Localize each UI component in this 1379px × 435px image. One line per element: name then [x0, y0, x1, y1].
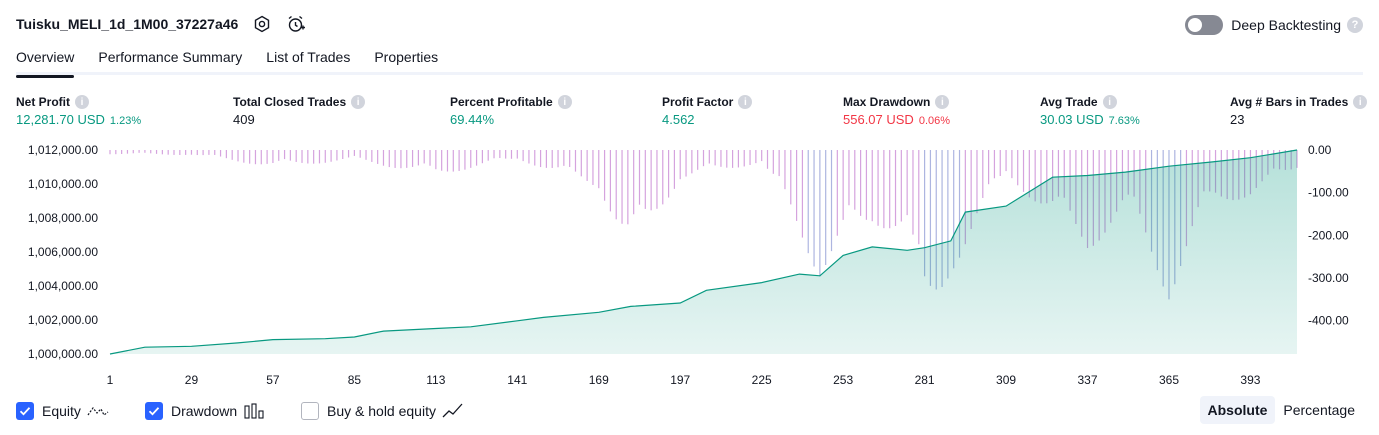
info-icon[interactable]: i: [738, 95, 753, 109]
drawdown-bars-icon: [244, 403, 264, 419]
y-right-tick-label: 0.00: [1308, 143, 1332, 157]
info-icon[interactable]: i: [1102, 95, 1117, 109]
x-tick-label: 29: [185, 373, 199, 387]
strategy-title: Tuisku_MELI_1d_1M00_37227a46: [16, 16, 239, 32]
scale-mode-switch: Absolute Percentage: [1199, 396, 1364, 424]
gear-icon[interactable]: [252, 14, 272, 34]
stat-value: 4.562: [662, 112, 695, 127]
y-right-tick-label: -400.00: [1308, 314, 1349, 328]
x-tick-label: 141: [507, 373, 527, 387]
tab-list-of-trades[interactable]: List of Trades: [266, 49, 351, 65]
y-left-tick-label: 1,010,000.00: [28, 177, 98, 191]
x-tick-label: 113: [426, 373, 445, 387]
x-tick-label: 57: [266, 373, 280, 387]
x-tick-label: 253: [833, 373, 853, 387]
x-tick-label: 393: [1240, 373, 1260, 387]
x-tick-label: 337: [1078, 373, 1098, 387]
x-tick-label: 281: [915, 373, 935, 387]
x-tick-label: 225: [752, 373, 772, 387]
percentage-button[interactable]: Percentage: [1283, 402, 1355, 418]
equity-checkbox[interactable]: [16, 402, 34, 420]
y-right-tick-label: -100.00: [1308, 186, 1349, 200]
x-tick-label: 365: [1159, 373, 1179, 387]
chart-footer: Equity Drawdown Buy & hold equity Absolu…: [16, 396, 1363, 424]
drawdown-checkbox[interactable]: [145, 402, 163, 420]
check-icon: [148, 407, 160, 416]
report-header: Tuisku_MELI_1d_1M00_37227a46 Deep Backte…: [16, 12, 1363, 36]
y-left-tick-label: 1,000,000.00: [28, 347, 98, 361]
buy-hold-checkbox[interactable]: [301, 402, 319, 420]
stat-label: Net Profit: [16, 95, 70, 109]
equity-line-icon: [87, 407, 109, 416]
stat-avg-bars-in-trades: Avg # Bars in Trades i 23: [1230, 94, 1368, 127]
stat-label: Avg # Bars in Trades: [1230, 95, 1349, 109]
stat-value: 30.03 USD: [1040, 112, 1104, 127]
x-tick-label: 169: [589, 373, 609, 387]
stat-percent: 0.06%: [918, 115, 951, 127]
info-icon[interactable]: i: [557, 95, 572, 109]
info-icon[interactable]: i: [935, 95, 950, 109]
x-tick-label: 197: [670, 373, 690, 387]
check-icon: [19, 407, 31, 416]
absolute-button[interactable]: Absolute: [1199, 396, 1276, 424]
stat-percent: 1.23%: [109, 115, 142, 127]
drawdown-toggle[interactable]: Drawdown: [145, 400, 265, 422]
stat-percent: 7.63%: [1108, 115, 1140, 127]
equity-label: Equity: [42, 403, 81, 419]
equity-drawdown-chart[interactable]: 1,000,000.00 1,002,000.00 1,004,000.00 1,00…: [0, 140, 1379, 390]
buy-hold-line-icon: [442, 403, 463, 418]
stat-total-closed-trades: Total Closed Trades i 409: [233, 94, 366, 127]
deep-backtesting-toggle[interactable]: [1185, 15, 1224, 35]
stats-row: Net Profit i 12,281.70 USD 1.23% Total Clo…: [16, 94, 1368, 130]
x-tick-label: 85: [348, 373, 362, 387]
stat-label: Max Drawdown: [843, 95, 931, 109]
stat-profit-factor: Profit Factor i 4.562: [662, 94, 753, 127]
y-left-tick-label: 1,008,000.00: [28, 211, 98, 225]
buy-hold-label: Buy & hold equity: [327, 403, 436, 419]
tab-performance-summary[interactable]: Performance Summary: [98, 49, 243, 65]
info-icon[interactable]: i: [351, 95, 366, 109]
stat-value: 23: [1230, 112, 1245, 127]
y-left-tick-label: 1,002,000.00: [28, 313, 98, 327]
stat-value: 556.07 USD: [843, 112, 914, 127]
tab-properties[interactable]: Properties: [374, 49, 439, 65]
buy-hold-toggle[interactable]: Buy & hold equity: [301, 400, 464, 422]
add-alert-clock-icon[interactable]: [286, 14, 306, 34]
stat-label: Total Closed Trades: [233, 95, 347, 109]
equity-area: [110, 150, 1297, 354]
left-axis-labels: 1,000,000.00 1,002,000.00 1,004,000.00 1,00…: [28, 143, 98, 361]
stat-label: Percent Profitable: [450, 95, 553, 109]
x-tick-label: 309: [996, 373, 1016, 387]
stat-value: 69.44%: [450, 112, 495, 127]
equity-line: [109, 149, 1298, 355]
y-left-tick-label: 1,004,000.00: [28, 279, 98, 293]
equity-toggle[interactable]: Equity: [16, 400, 109, 422]
stat-label: Profit Factor: [662, 95, 734, 109]
stat-value: 12,281.70 USD: [16, 112, 105, 127]
x-tick-label: 1: [107, 373, 114, 387]
y-left-tick-label: 1,006,000.00: [28, 245, 98, 259]
stat-max-drawdown: Max Drawdown i 556.07 USD 0.06%: [843, 94, 950, 127]
tab-overview[interactable]: Overview: [16, 44, 75, 78]
y-left-tick-label: 1,012,000.00: [28, 143, 98, 157]
y-right-tick-label: -300.00: [1308, 271, 1349, 285]
stat-label: Avg Trade: [1040, 95, 1098, 109]
deep-backtesting: Deep Backtesting ?: [1185, 14, 1363, 36]
stat-avg-trade: Avg Trade i 30.03 USD 7.63%: [1040, 94, 1140, 127]
info-icon[interactable]: i: [1353, 95, 1368, 109]
info-icon[interactable]: i: [75, 95, 89, 109]
y-right-tick-label: -200.00: [1308, 228, 1349, 242]
x-axis-labels: 1 29 57 85 113 141 169 197 225 253 281 309 337 365 393: [107, 373, 1261, 387]
drawdown-label: Drawdown: [171, 403, 238, 419]
stat-net-profit: Net Profit i 12,281.70 USD 1.23%: [16, 94, 141, 127]
stat-percent-profitable: Percent Profitable i 69.44%: [450, 94, 572, 127]
report-tabs: Overview Performance Summary List of Tra…: [16, 44, 1363, 78]
help-icon[interactable]: ?: [1347, 17, 1363, 33]
stat-value: 409: [233, 112, 255, 127]
right-axis-labels: 0.00 -100.00 -200.00 -300.00 -400.00: [1308, 143, 1349, 328]
deep-backtesting-label: Deep Backtesting: [1231, 17, 1341, 33]
